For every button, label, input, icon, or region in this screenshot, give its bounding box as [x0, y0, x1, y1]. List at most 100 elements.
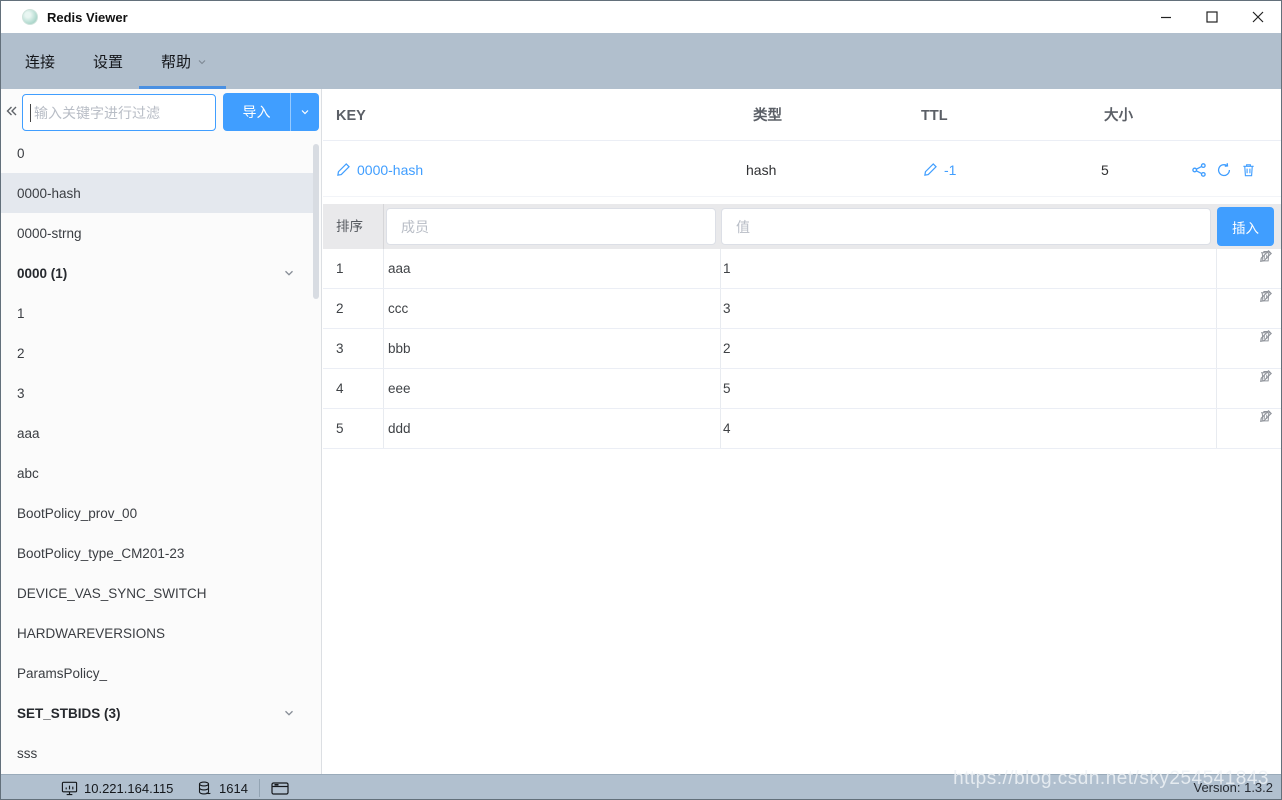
- edit-key-icon[interactable]: [336, 162, 351, 177]
- status-bar: 10.221.164.115 1614 Version: 1.3.2: [1, 774, 1281, 799]
- key-list: 0 0000-hash 0000-strng 0000 (1) 1 2 3 aa…: [1, 133, 314, 773]
- table-header: KEY 类型 TTL 大小: [323, 91, 1281, 141]
- table-row: 1 aaa 1: [323, 249, 1281, 289]
- filter-input-wrap: [22, 94, 216, 131]
- key-count-icon: [197, 780, 213, 797]
- delete-row-icon[interactable]: [1259, 409, 1272, 423]
- sidebar-item-aaa[interactable]: aaa: [17, 425, 40, 441]
- key-sidebar: 0 0000-hash 0000-strng 0000 (1) 1 2 3 aa…: [1, 89, 322, 774]
- sort-column-label: 排序: [336, 219, 363, 234]
- row-index: 2: [336, 301, 344, 316]
- maximize-button[interactable]: [1189, 1, 1235, 33]
- minimize-button[interactable]: [1143, 1, 1189, 33]
- table-row: 2 ccc 3: [323, 289, 1281, 329]
- grid-line: [1216, 249, 1217, 449]
- key-record-row: 0000-hash hash -1 5: [323, 142, 1281, 197]
- ttl-value[interactable]: -1: [944, 161, 957, 178]
- row-index: 3: [336, 341, 344, 356]
- delete-key-icon[interactable]: [1241, 162, 1256, 178]
- row-value: 3: [723, 301, 731, 316]
- grid-line: [383, 249, 384, 449]
- key-type: hash: [746, 161, 777, 178]
- column-key: KEY: [336, 108, 366, 124]
- table-row: 3 bbb 2: [323, 329, 1281, 369]
- menu-help[interactable]: 帮助: [161, 51, 208, 72]
- grid-line: [720, 249, 721, 449]
- sidebar-item-hardwareversions[interactable]: HARDWAREVERSIONS: [17, 625, 166, 641]
- delete-row-icon[interactable]: [1259, 249, 1272, 263]
- size-value: 5: [1101, 161, 1109, 178]
- row-member: aaa: [388, 261, 411, 276]
- import-button-label[interactable]: 导入: [242, 104, 271, 120]
- collapse-sidebar-icon[interactable]: [3, 103, 19, 119]
- hash-rows: 1 aaa 1 2 ccc 3 3 bbb 2: [323, 249, 1281, 449]
- sidebar-item-3[interactable]: 3: [17, 385, 25, 401]
- sidebar-group-set-stbids[interactable]: SET_STBIDS (3): [1, 693, 314, 733]
- sidebar-item-0000-strng[interactable]: 0000-strng: [17, 225, 82, 241]
- column-divider: [383, 204, 384, 249]
- share-icon[interactable]: [1191, 162, 1207, 178]
- insert-button[interactable]: 插入: [1217, 207, 1274, 246]
- row-member: ddd: [388, 421, 411, 436]
- key-name-link[interactable]: 0000-hash: [357, 161, 424, 178]
- sidebar-item-bootpolicy-type[interactable]: BootPolicy_type_CM201-23: [17, 545, 185, 561]
- delete-row-icon[interactable]: [1259, 329, 1272, 343]
- row-member: bbb: [388, 341, 411, 356]
- column-ttl: TTL: [921, 108, 948, 124]
- row-index: 4: [336, 381, 344, 396]
- sidebar-item-1[interactable]: 1: [17, 305, 25, 321]
- menu-bar: 连接 设置 帮助: [1, 33, 1281, 89]
- delete-row-icon[interactable]: [1259, 289, 1272, 303]
- delete-row-icon[interactable]: [1259, 369, 1272, 383]
- sidebar-item-0000-hash[interactable]: 0000-hash: [1, 173, 314, 213]
- member-input[interactable]: [386, 208, 716, 245]
- row-value: 1: [723, 261, 731, 276]
- text-caret: [30, 103, 31, 122]
- version-label: Version: 1.3.2: [1193, 780, 1274, 795]
- filter-input[interactable]: [31, 95, 215, 130]
- host-address: 10.221.164.115: [84, 780, 174, 796]
- hash-editor-header: 排序 插入: [323, 204, 1281, 249]
- table-row: 5 ddd 4: [323, 409, 1281, 449]
- title-bar: Redis Viewer: [1, 1, 1281, 33]
- sidebar-item-paramspolicy[interactable]: ParamsPolicy_: [17, 665, 108, 681]
- sidebar-item-0[interactable]: 0: [17, 145, 25, 161]
- console-icon[interactable]: [271, 781, 289, 796]
- chevron-down-icon: [196, 56, 208, 68]
- sidebar-item-sss[interactable]: sss: [17, 745, 38, 761]
- sidebar-item-device-vas[interactable]: DEVICE_VAS_SYNC_SWITCH: [17, 585, 207, 601]
- accent-line: [139, 86, 226, 89]
- host-icon: [61, 780, 78, 796]
- row-value: 5: [723, 381, 731, 396]
- sidebar-item-abc[interactable]: abc: [17, 465, 39, 481]
- value-input[interactable]: [721, 208, 1211, 245]
- sidebar-item-2[interactable]: 2: [17, 345, 25, 361]
- sidebar-scrollbar-thumb[interactable]: [313, 144, 319, 299]
- status-divider: [259, 779, 260, 797]
- chevron-down-icon[interactable]: [282, 266, 296, 280]
- table-row: 4 eee 5: [323, 369, 1281, 409]
- import-dropdown-icon[interactable]: [291, 106, 319, 118]
- row-index: 1: [336, 261, 344, 276]
- sidebar-item-bootpolicy-prov[interactable]: BootPolicy_prov_00: [17, 505, 138, 521]
- menu-settings[interactable]: 设置: [93, 53, 124, 71]
- button-divider: [290, 93, 291, 131]
- column-type: 类型: [753, 108, 782, 124]
- chevron-down-icon[interactable]: [282, 706, 296, 720]
- sidebar-group-0000[interactable]: 0000 (1): [1, 253, 314, 293]
- refresh-icon[interactable]: [1216, 162, 1232, 178]
- app-icon: [22, 9, 38, 25]
- column-size: 大小: [1104, 108, 1133, 124]
- menu-connect[interactable]: 连接: [25, 53, 56, 71]
- row-member: ccc: [388, 301, 409, 316]
- key-count: 1614: [219, 780, 248, 796]
- row-index: 5: [336, 421, 344, 436]
- row-member: eee: [388, 381, 411, 396]
- row-value: 4: [723, 421, 731, 436]
- close-button[interactable]: [1235, 1, 1281, 33]
- main-panel: KEY 类型 TTL 大小 0000-hash hash -1 5: [323, 89, 1281, 774]
- edit-ttl-icon[interactable]: [923, 162, 938, 177]
- row-value: 2: [723, 341, 731, 356]
- import-button[interactable]: 导入: [223, 93, 319, 131]
